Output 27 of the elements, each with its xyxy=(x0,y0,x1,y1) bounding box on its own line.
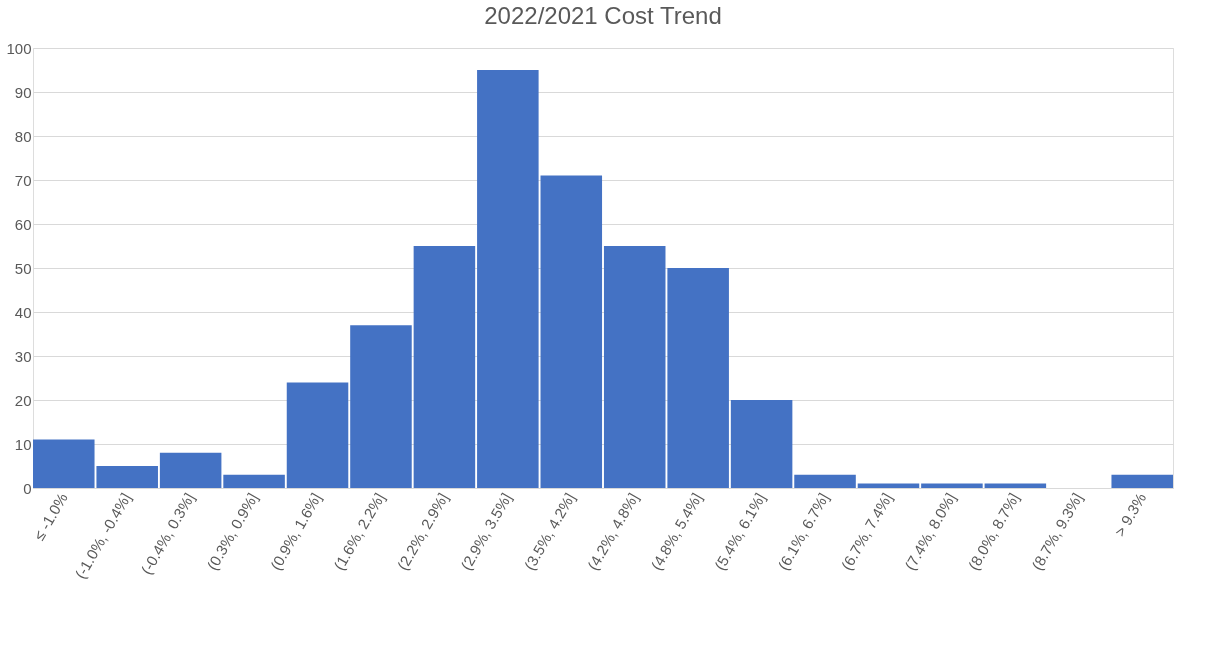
y-tick-label: 60 xyxy=(14,215,32,233)
bar xyxy=(350,325,412,488)
bar xyxy=(984,483,1047,488)
bar xyxy=(159,452,222,488)
y-tick-label: 0 xyxy=(23,479,32,497)
y-tick-label: 90 xyxy=(14,83,32,101)
y-tick-label: 40 xyxy=(14,303,32,321)
bar xyxy=(413,246,476,488)
bar xyxy=(921,483,983,488)
bar xyxy=(223,474,285,488)
y-tick-label: 50 xyxy=(14,259,32,277)
bar xyxy=(477,70,539,488)
bar xyxy=(667,268,729,488)
bar xyxy=(730,400,793,488)
y-tick-label: 30 xyxy=(14,347,32,365)
bar xyxy=(286,382,349,488)
y-tick-label: 80 xyxy=(14,127,32,145)
bar xyxy=(603,246,666,488)
y-tick-label: 10 xyxy=(14,435,32,453)
y-tick-label: 100 xyxy=(6,39,32,57)
bar xyxy=(1111,474,1173,488)
y-tick-label: 70 xyxy=(14,171,32,189)
y-tick-label: 20 xyxy=(14,391,32,409)
bar xyxy=(794,474,856,488)
bar xyxy=(540,175,603,488)
bar xyxy=(857,483,920,488)
chart-title: 2022/2021 Cost Trend xyxy=(484,2,722,29)
